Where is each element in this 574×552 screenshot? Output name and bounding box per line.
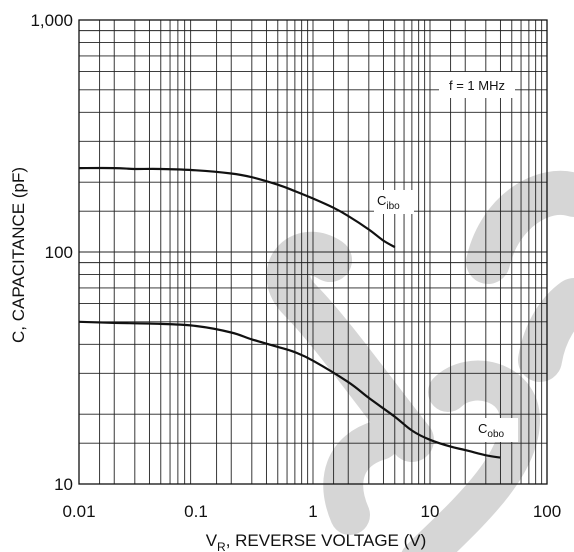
x-tick-label: 10 xyxy=(421,502,440,521)
x-axis-label-main: V xyxy=(206,531,218,550)
x-tick-label: 0.01 xyxy=(62,502,95,521)
x-axis-label: VR, REVERSE VOLTAGE (V) xyxy=(206,531,427,552)
watermark-letter-c-bottom xyxy=(323,420,400,535)
annotation-box xyxy=(439,72,515,98)
series-label-cibo-main: C xyxy=(377,193,386,208)
y-tick-label: 1,000 xyxy=(30,11,73,30)
y-tick-label: 10 xyxy=(54,475,73,494)
x-tick-label: 0.1 xyxy=(184,502,208,521)
x-axis-label-sub: R xyxy=(217,540,226,552)
y-axis-label: C, CAPACITANCE (pF) xyxy=(9,167,28,343)
series-label-cibo: Cibo xyxy=(374,190,414,214)
x-tick-labels: 0.01 0.1 1 10 100 xyxy=(62,502,561,521)
chart-series xyxy=(78,166,501,459)
series-label-cibo-sub: ibo xyxy=(386,201,400,212)
svg-text:Cobo: Cobo xyxy=(478,421,505,440)
y-tick-label: 100 xyxy=(45,243,73,262)
svg-text:Cibo: Cibo xyxy=(377,193,400,212)
watermark-letter-s xyxy=(401,360,541,552)
x-axis-label-rest: , REVERSE VOLTAGE (V) xyxy=(226,531,427,550)
plot-border xyxy=(78,19,548,485)
chart-grid xyxy=(79,20,548,484)
annotation-frequency: f = 1 MHz xyxy=(449,78,505,93)
series-label-cobo-sub: obo xyxy=(487,429,504,440)
x-tick-label: 1 xyxy=(308,502,317,521)
y-tick-labels: 10 100 1,000 xyxy=(30,11,73,494)
series-line-obo xyxy=(78,320,501,459)
watermark-letter-c xyxy=(266,231,434,462)
x-tick-label: 100 xyxy=(533,502,561,521)
watermark-letter-e xyxy=(466,170,574,382)
series-line-ibo xyxy=(78,166,396,249)
series-label-cobo: Cobo xyxy=(474,418,518,442)
series-label-cobo-main: C xyxy=(478,421,487,436)
plot-frame xyxy=(78,19,548,485)
